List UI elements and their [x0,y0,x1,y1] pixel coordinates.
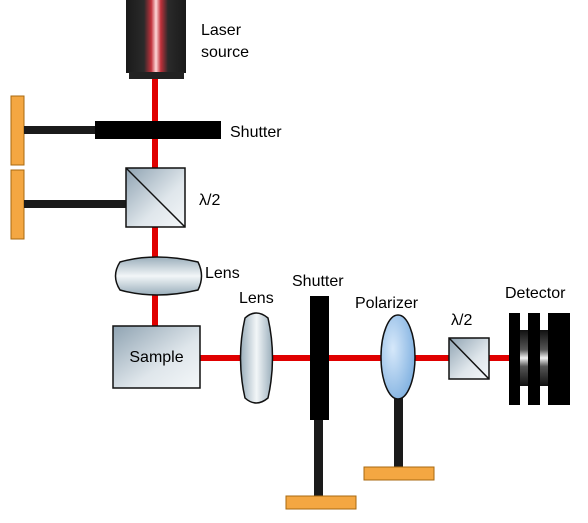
waveplate-right-diagonal [448,337,490,380]
shutter-right-post [314,420,323,496]
shutter-top-mount [10,95,25,166]
polarizer-post [394,398,403,468]
polarizer-label: Polarizer [355,295,419,312]
waveplate-top-label: λ/2 [199,192,220,209]
waveplate-top-mount [10,169,25,240]
shutter-top-label: Shutter [230,124,282,141]
detector-plate-1 [509,313,520,405]
detector-plate-3 [548,313,570,405]
sample-label: Sample [129,349,183,366]
shutter-top [10,95,221,166]
waveplate-right-label: λ/2 [451,312,472,329]
sample-box [112,325,201,389]
detector-window-2 [540,330,548,386]
polarizer [363,314,435,481]
lens-top-shape [114,256,203,296]
sample [112,325,201,389]
shutter-top-blade [95,121,221,139]
polarizer-lens [380,314,416,400]
laser-base [129,72,184,79]
waveplate-top-post [24,200,126,208]
detector-label: Detector [505,285,566,302]
shutter-right-mount [285,495,357,510]
lens-right-shape [239,312,274,404]
lens-right-label: Lens [239,290,274,307]
laser-source-label-line2: source [201,44,249,61]
lens-top [114,256,203,296]
detector [509,313,570,405]
detector-window-1 [520,330,528,386]
laser-source [126,0,186,79]
polarizer-mount [363,466,435,481]
waveplate-right [448,337,490,380]
shutter-right [285,296,357,510]
shutter-right-blade [310,296,329,420]
shutter-right-label: Shutter [292,273,344,290]
detector-plate-2 [528,313,540,405]
waveplate-top [10,167,186,240]
waveplate-top-diagonal [125,167,186,228]
lens-top-label: Lens [205,265,240,282]
laser-source-label-line1: Laser [201,22,242,39]
shutter-top-post [24,126,96,134]
laser-body [126,0,186,73]
lens-right [239,312,274,404]
